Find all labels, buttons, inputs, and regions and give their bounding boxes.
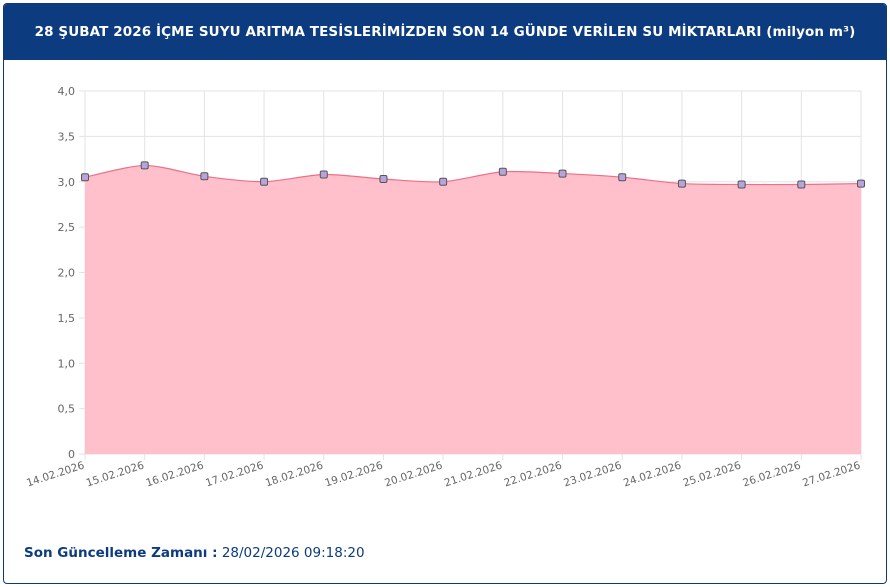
x-tick-label: 19.02.2026: [323, 459, 384, 489]
y-tick-label: 3,0: [58, 176, 76, 189]
x-tick-label: 27.02.2026: [801, 459, 862, 489]
y-tick-label: 1,5: [58, 312, 76, 325]
data-point: [857, 179, 865, 188]
chart-panel: 28 ŞUBAT 2026 İÇME SUYU ARITMA TESİSLERİ…: [3, 3, 887, 584]
data-point: [319, 170, 328, 179]
x-tick-label: 23.02.2026: [562, 459, 623, 489]
x-tick-label: 18.02.2026: [264, 459, 325, 489]
data-point: [558, 169, 567, 178]
header-bar: 28 ŞUBAT 2026 İÇME SUYU ARITMA TESİSLERİ…: [4, 4, 886, 60]
y-tick-label: 1,0: [58, 357, 76, 370]
y-tick-label: 0: [68, 448, 75, 461]
last-update-value: 28/02/2026 09:18:20: [221, 545, 365, 561]
data-point: [140, 161, 149, 170]
y-tick-label: 3,5: [58, 130, 76, 143]
y-tick-label: 4,0: [58, 85, 76, 98]
x-tick-label: 22.02.2026: [503, 459, 564, 489]
x-tick-label: 24.02.2026: [622, 459, 683, 489]
data-point: [379, 175, 388, 184]
area-chart: 0 0,5 1,0 1,5 2,0 2,5 3,0 3,5 4,0 14.02.202615.02…: [25, 85, 865, 489]
series-line: [84, 164, 862, 186]
x-tick-label: 15.02.2026: [85, 459, 146, 489]
y-tick-label: 0,5: [58, 403, 76, 416]
x-tick-label: 16.02.2026: [144, 459, 205, 489]
data-point: [618, 173, 627, 182]
data-point: [677, 179, 686, 188]
x-tick-label: 21.02.2026: [443, 459, 504, 489]
x-tick-label: 14.02.2026: [25, 459, 86, 489]
data-point: [797, 180, 806, 189]
x-tick-label: 26.02.2026: [741, 459, 802, 489]
data-point: [260, 177, 269, 186]
x-tick-label: 17.02.2026: [204, 459, 265, 489]
series-area: [85, 165, 861, 455]
data-point: [498, 167, 507, 176]
y-tick-label: 2,0: [58, 267, 76, 280]
chart-title: 28 ŞUBAT 2026 İÇME SUYU ARITMA TESİSLERİ…: [34, 24, 856, 40]
data-point: [439, 177, 448, 186]
last-update: Son Güncelleme Zamanı : 28/02/2026 09:18…: [24, 545, 365, 561]
data-point: [200, 172, 209, 181]
x-tick-label: 20.02.2026: [383, 459, 444, 489]
data-point: [737, 180, 746, 189]
x-tick-label: 25.02.2026: [682, 459, 743, 489]
y-tick-label: 2,5: [58, 221, 76, 234]
last-update-label: Son Güncelleme Zamanı :: [24, 545, 218, 561]
data-point: [81, 173, 89, 182]
